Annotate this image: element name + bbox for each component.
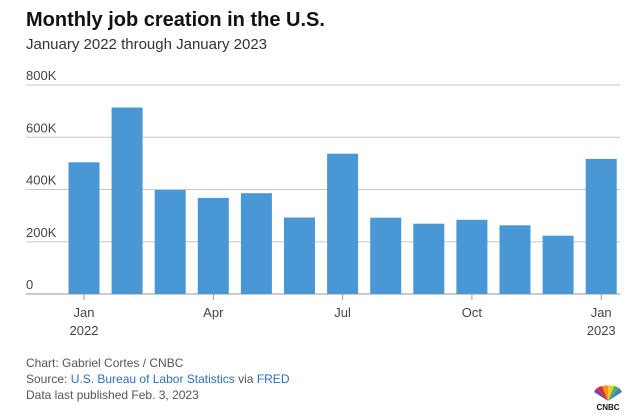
source-line: Source: U.S. Bureau of Labor Statistics …	[26, 372, 289, 386]
x-tick-year-label: 2022	[70, 323, 99, 338]
y-tick-label: 800K	[26, 68, 57, 83]
bar	[370, 217, 402, 294]
logo-text: CNBC	[596, 403, 619, 411]
published-date: Data last published Feb. 3, 2023	[26, 388, 199, 402]
cnbc-peacock-logo: CNBC	[594, 385, 622, 411]
source-via: via	[234, 372, 257, 386]
bar	[542, 235, 574, 294]
source-prefix: Source:	[26, 372, 71, 386]
fred-link[interactable]: FRED	[256, 372, 290, 386]
bar	[197, 197, 229, 294]
peacock-icon	[594, 385, 622, 401]
x-tick-label: Jul	[334, 305, 351, 320]
bar	[284, 217, 315, 294]
bar	[111, 107, 143, 294]
y-tick-label: 200K	[26, 225, 57, 240]
bar	[585, 158, 617, 294]
y-tick-label: 400K	[26, 173, 57, 188]
bls-link[interactable]: U.S. Bureau of Labor Statistics	[70, 372, 235, 386]
y-axis-labels: 0 200K 400K 600K 800K	[26, 68, 57, 292]
bar	[154, 190, 186, 294]
x-tick-year-label: 2023	[587, 323, 616, 338]
bar-chart: 0 200K 400K 600K 800K Jan 2022 Apr Jul Oct Jan 202…	[26, 68, 620, 338]
x-tick-label: Oct	[462, 305, 483, 320]
chart-title: Monthly job creation in the U.S.	[26, 9, 325, 31]
bars	[68, 107, 617, 294]
y-tick-label: 600K	[26, 120, 57, 135]
x-tick-label: Jan	[591, 305, 612, 320]
bar	[499, 225, 531, 294]
bar	[240, 193, 272, 294]
credit-line: Chart: Gabriel Cortes / CNBC	[26, 356, 184, 370]
x-tick-label: Apr	[203, 305, 224, 320]
x-axis-labels: Jan 2022 Apr Jul Oct Jan 2023	[70, 294, 616, 338]
bar	[68, 162, 100, 294]
y-tick-label: 0	[26, 277, 33, 292]
bar	[456, 219, 488, 294]
bar	[327, 153, 359, 294]
bar	[413, 223, 445, 294]
chart-subtitle: January 2022 through January 2023	[26, 36, 268, 53]
x-tick-label: Jan	[74, 305, 95, 320]
